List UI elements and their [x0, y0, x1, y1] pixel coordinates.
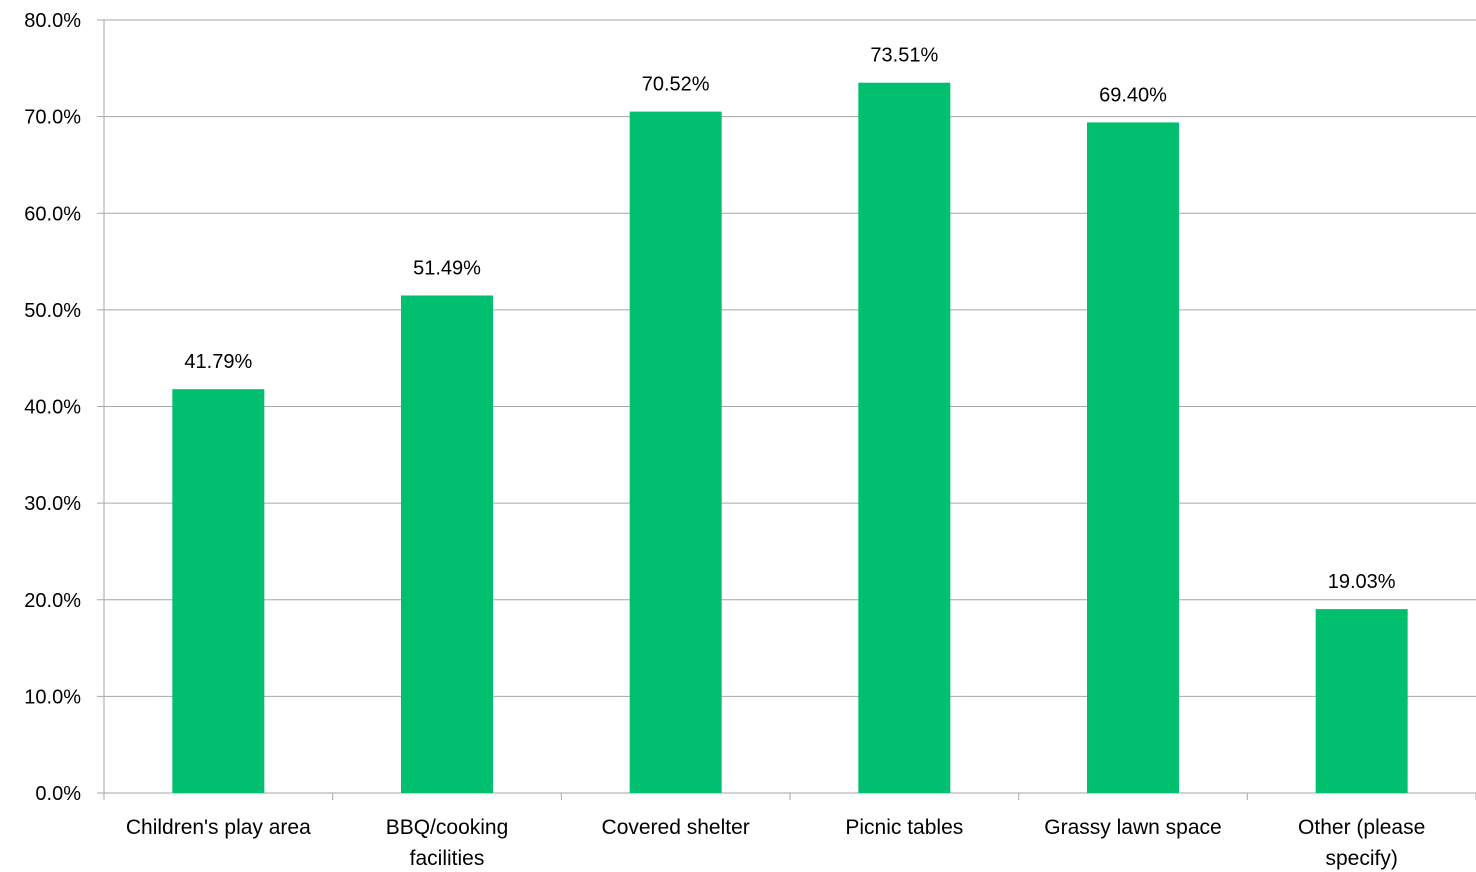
bar — [1087, 122, 1179, 794]
bar — [401, 295, 493, 793]
x-category-label: Children's play area — [126, 816, 311, 839]
x-category-label: BBQ/cooking facilities — [386, 816, 509, 870]
data-label: 51.49% — [413, 257, 481, 279]
y-tick-label: 0.0% — [35, 783, 81, 805]
x-category-label-line: specify) — [1325, 847, 1397, 870]
x-category-label-line: Grassy lawn space — [1044, 816, 1221, 839]
data-label: 19.03% — [1328, 571, 1396, 593]
bar — [629, 111, 722, 793]
x-category-label-line: Other (please — [1298, 816, 1425, 839]
x-category-label-line: facilities — [410, 847, 485, 870]
x-category-label-line: Covered shelter — [602, 816, 750, 839]
y-tick-label: 10.0% — [24, 686, 81, 708]
y-tick-label: 70.0% — [24, 107, 81, 129]
x-category-label: Grassy lawn space — [1044, 816, 1221, 839]
y-tick-label: 20.0% — [24, 590, 81, 612]
x-category-label: Covered shelter — [602, 816, 750, 839]
x-category-label-line: Children's play area — [126, 816, 311, 839]
data-label: 41.79% — [184, 351, 252, 373]
x-category-label: Picnic tables — [845, 816, 963, 839]
data-label: 69.40% — [1099, 84, 1167, 106]
x-category-label: Other (please specify) — [1298, 816, 1425, 870]
y-tick-label: 60.0% — [24, 203, 81, 225]
data-label: 73.51% — [870, 45, 938, 67]
y-tick-label: 40.0% — [24, 397, 81, 419]
x-category-label-line: BBQ/cooking — [386, 816, 509, 839]
bar — [172, 389, 265, 793]
y-tick-label: 30.0% — [24, 493, 81, 515]
y-tick-label: 80.0% — [24, 10, 81, 32]
y-tick-label: 50.0% — [24, 300, 81, 322]
bar — [858, 82, 951, 794]
x-category-label-line: Picnic tables — [845, 816, 963, 839]
data-label: 70.52% — [642, 74, 710, 96]
bar — [1315, 609, 1408, 793]
